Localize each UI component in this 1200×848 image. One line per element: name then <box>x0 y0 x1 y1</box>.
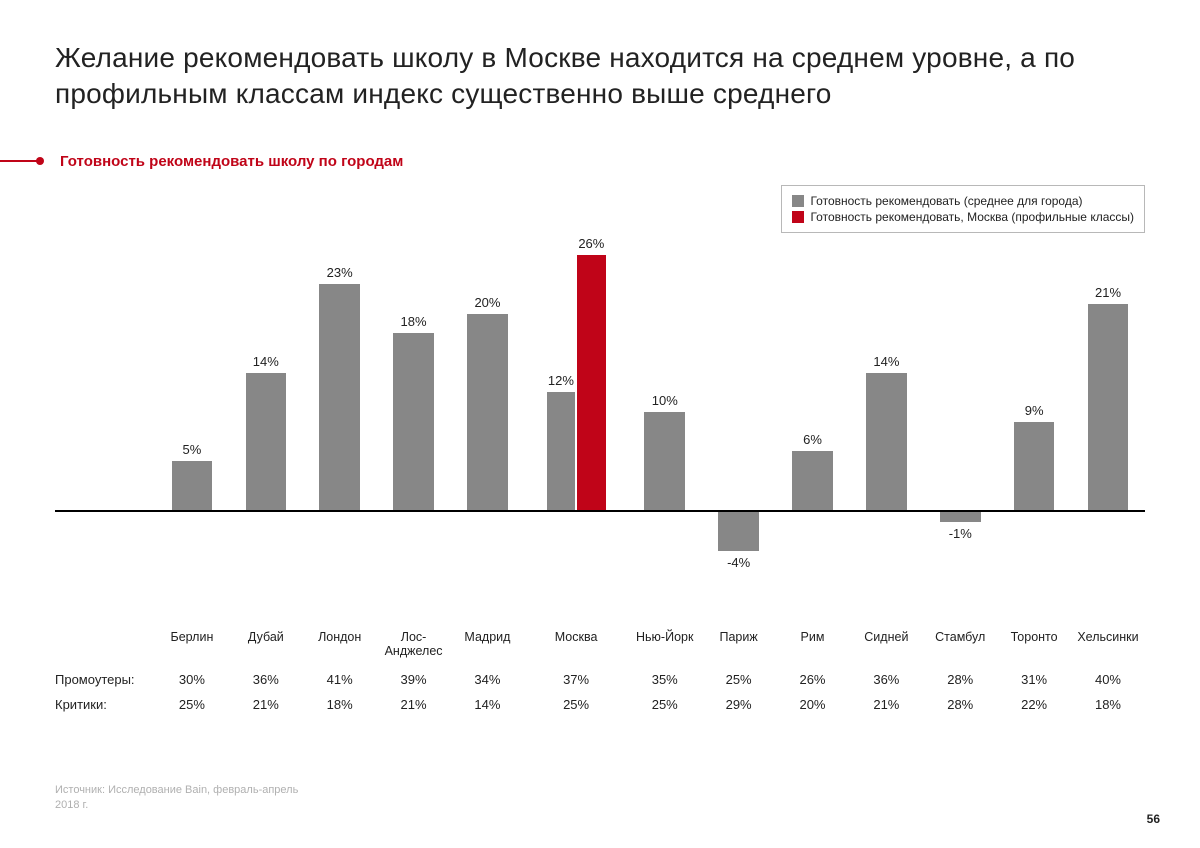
chart-legend: Готовность рекомендовать (среднее для го… <box>781 185 1145 233</box>
table-cell: 20% <box>776 697 850 712</box>
table-cell: 35% <box>628 672 702 687</box>
bar-value-label: 9% <box>999 403 1070 418</box>
row-label-critics: Критики: <box>55 697 155 712</box>
category-label: Мадрид <box>451 630 525 658</box>
legend-label-avg: Готовность рекомендовать (среднее для го… <box>810 194 1082 208</box>
category-label: Берлин <box>155 630 229 658</box>
bar <box>393 333 434 509</box>
bar <box>172 461 213 510</box>
table-cell: 39% <box>377 672 451 687</box>
source-text: Источник: Исследование Bain, февраль-апр… <box>55 783 315 813</box>
category-label: Торонто <box>997 630 1071 658</box>
subtitle-row: Готовность рекомендовать школу по города… <box>55 153 1145 170</box>
bar-value-label: 20% <box>452 295 523 310</box>
table-cell: 25% <box>702 672 776 687</box>
table-cell: 14% <box>451 697 525 712</box>
bar <box>940 512 981 522</box>
bar <box>246 373 287 510</box>
subtitle-accent-line <box>0 160 40 162</box>
bar <box>866 373 907 510</box>
bar <box>547 392 575 510</box>
table-cell: 25% <box>628 697 702 712</box>
table-cell: 18% <box>303 697 377 712</box>
table-cell: 40% <box>1071 672 1145 687</box>
category-label: Лондон <box>303 630 377 658</box>
data-table: Промоутеры: 30%36%41%39%34%37%35%25%26%3… <box>55 672 1145 712</box>
table-cell: 22% <box>997 697 1071 712</box>
table-cell: 31% <box>997 672 1071 687</box>
category-label: Рим <box>776 630 850 658</box>
table-row-critics: Критики: 25%21%18%21%14%25%25%29%20%21%2… <box>55 697 1145 712</box>
category-label: Хельсинки <box>1071 630 1145 658</box>
page-number: 56 <box>1147 812 1160 826</box>
category-label: Нью-Йорк <box>628 630 702 658</box>
category-label: Дубай <box>229 630 303 658</box>
category-label: Москва <box>524 630 627 658</box>
category-labels-row: БерлинДубайЛондонЛос-АнджелесМадридМоскв… <box>55 630 1145 658</box>
bar <box>1014 422 1055 510</box>
table-cell: 25% <box>155 697 229 712</box>
bar <box>467 314 508 510</box>
bar-value-label: 14% <box>231 354 302 369</box>
table-cell: 28% <box>923 697 997 712</box>
bar <box>792 451 833 510</box>
legend-item-avg: Готовность рекомендовать (среднее для го… <box>792 194 1134 208</box>
table-cell: 25% <box>524 697 627 712</box>
chart-area: 5%14%23%18%20%12%26%10%-4%6%14%-1%9%21% <box>55 220 1145 560</box>
table-cell: 21% <box>849 697 923 712</box>
table-cell: 34% <box>451 672 525 687</box>
table-cell: 21% <box>229 697 303 712</box>
legend-label-profile: Готовность рекомендовать, Москва (профил… <box>810 210 1134 224</box>
chart-subtitle: Готовность рекомендовать школу по города… <box>60 153 403 170</box>
bar-value-label: 23% <box>304 265 375 280</box>
table-cell: 37% <box>524 672 627 687</box>
bar-value-label: 26% <box>562 236 620 251</box>
legend-item-profile: Готовность рекомендовать, Москва (профил… <box>792 210 1134 224</box>
bar-value-label: 5% <box>157 442 228 457</box>
category-label: Сидней <box>849 630 923 658</box>
table-cell: 36% <box>229 672 303 687</box>
table-cell: 36% <box>849 672 923 687</box>
bar <box>319 284 360 509</box>
table-cell: 41% <box>303 672 377 687</box>
table-cell: 18% <box>1071 697 1145 712</box>
table-cell: 28% <box>923 672 997 687</box>
category-label: Стамбул <box>923 630 997 658</box>
table-cell: 30% <box>155 672 229 687</box>
table-cell: 21% <box>377 697 451 712</box>
bar-value-label: 14% <box>851 354 922 369</box>
bar-value-label: 10% <box>629 393 700 408</box>
bar-value-label: -4% <box>703 555 774 570</box>
bar <box>1088 304 1129 510</box>
legend-swatch-gray <box>792 195 804 207</box>
category-label: Лос-Анджелес <box>377 630 451 658</box>
table-cell: 26% <box>776 672 850 687</box>
bar-value-label: 18% <box>378 314 449 329</box>
table-row-promoters: Промоутеры: 30%36%41%39%34%37%35%25%26%3… <box>55 672 1145 687</box>
bar-value-label: 21% <box>1073 285 1144 300</box>
bar-highlight <box>577 255 605 510</box>
row-label-promoters: Промоутеры: <box>55 672 155 687</box>
bar <box>644 412 685 510</box>
table-cell: 29% <box>702 697 776 712</box>
page-title: Желание рекомендовать школу в Москве нах… <box>55 40 1145 113</box>
x-axis <box>55 510 1145 512</box>
bar-value-label: 6% <box>777 432 848 447</box>
legend-swatch-red <box>792 211 804 223</box>
category-label: Париж <box>702 630 776 658</box>
bar <box>718 512 759 551</box>
bar-value-label: -1% <box>925 526 996 541</box>
